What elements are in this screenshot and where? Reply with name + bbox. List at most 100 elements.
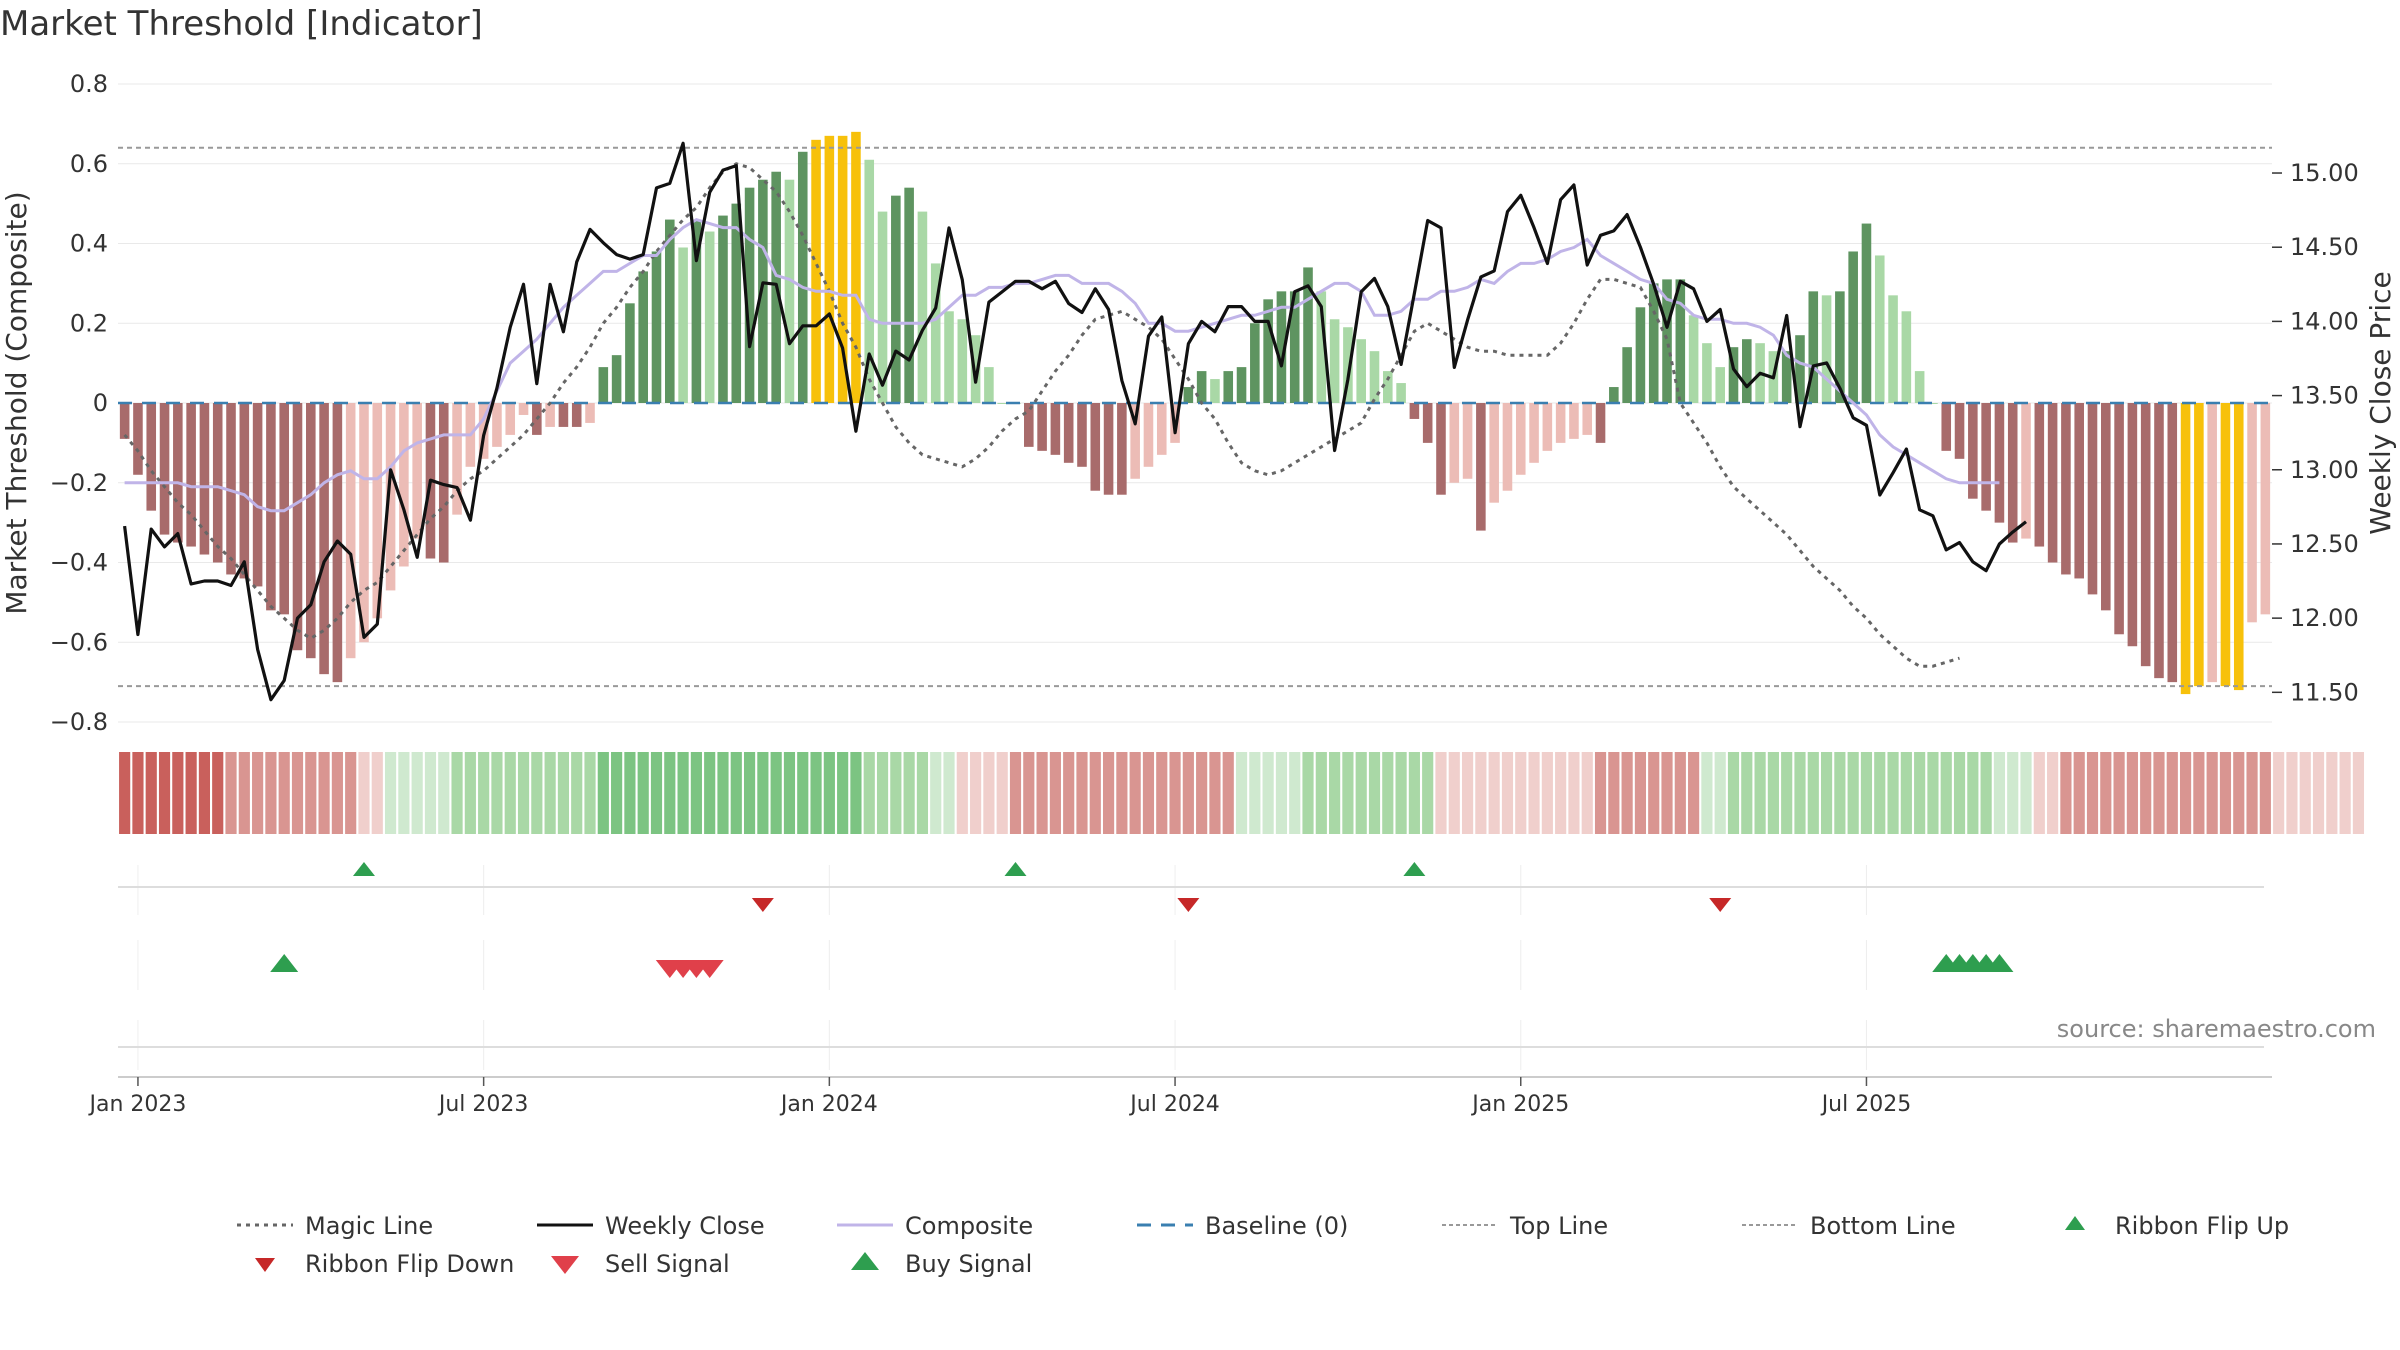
ribbon-cell xyxy=(1448,752,1460,834)
ribbon-cell xyxy=(1648,752,1660,834)
ribbon-cell xyxy=(1528,752,1540,834)
ribbon-cell xyxy=(837,752,849,834)
ribbon-cell xyxy=(1182,752,1194,834)
composite-bar xyxy=(1968,403,1978,499)
composite-bar xyxy=(638,271,648,403)
composite-bars xyxy=(119,131,2271,695)
ribbon-cell xyxy=(1661,752,1673,834)
composite-bar xyxy=(133,403,143,475)
composite-bar xyxy=(851,131,861,403)
y-left-tick-label: −0.8 xyxy=(50,708,108,736)
composite-bar xyxy=(119,403,130,439)
composite-bar xyxy=(1024,403,1034,447)
composite-bar xyxy=(1675,279,1686,403)
x-tick-label: Jul 2024 xyxy=(1128,1092,1220,1117)
ribbon-cell xyxy=(624,752,636,834)
composite-bar xyxy=(1928,403,1938,404)
composite-bar xyxy=(1196,371,1207,403)
ribbon-cell xyxy=(1515,752,1527,834)
ribbon-cell xyxy=(1262,752,1274,834)
y-right-tick-label: 14.50 xyxy=(2290,233,2359,261)
composite-bar xyxy=(2087,403,2098,595)
composite-bar xyxy=(1582,403,1593,435)
ribbon-cell xyxy=(478,752,490,834)
y-left-tick-label: 0.6 xyxy=(70,150,108,178)
ribbon-cell xyxy=(1408,752,1420,834)
ribbon-cell xyxy=(1395,752,1407,834)
y-right-tick-label: 11.50 xyxy=(2290,678,2359,706)
ribbon-cell xyxy=(1940,752,1952,834)
x-tick-label: Jan 2024 xyxy=(779,1092,878,1117)
ribbon-cell xyxy=(198,752,211,834)
composite-bar xyxy=(784,179,795,403)
sell-signal-marker xyxy=(695,960,724,978)
ribbon-cell xyxy=(1714,752,1726,834)
y-right-tick-label: 15.00 xyxy=(2290,159,2359,187)
ribbon-cell xyxy=(1023,752,1035,834)
composite-bar xyxy=(797,151,808,403)
ribbon-cell xyxy=(1594,752,1607,834)
ribbon-cell xyxy=(1568,752,1580,834)
ribbon-cell xyxy=(1209,752,1221,834)
axes-layer: 0.8 0.6 0.4 0.2 0 −0.2 −0.4 −0.6 −0.8 15.00 14.50 1… xyxy=(0,70,2397,736)
composite-bar xyxy=(159,403,170,535)
composite-bar xyxy=(2207,403,2217,683)
ribbon-cell xyxy=(371,752,383,834)
composite-bar xyxy=(837,135,848,403)
ribbon-cell xyxy=(1156,752,1168,834)
ribbon-cell xyxy=(132,752,144,834)
ribbon-cell xyxy=(1781,752,1793,834)
ribbon-cell xyxy=(1741,752,1753,834)
ribbon-cell xyxy=(1634,752,1647,834)
ribbon-cell xyxy=(491,752,503,834)
ribbon-cell xyxy=(1142,752,1155,834)
ribbon-cell xyxy=(145,752,157,834)
ribbon-cell xyxy=(1581,752,1593,834)
ribbon-cell xyxy=(172,752,184,834)
ribbon-cell xyxy=(664,752,676,834)
composite-bar xyxy=(997,403,1007,404)
ribbon-cell xyxy=(743,752,756,834)
composite-bar xyxy=(2074,403,2084,579)
ribbon-strip xyxy=(119,752,2365,834)
ribbon-cell xyxy=(1701,752,1713,834)
ribbon-cell xyxy=(2100,752,2112,834)
y-right-tick-label: 12.50 xyxy=(2290,530,2359,558)
ribbon-cell xyxy=(1249,752,1261,834)
ribbon-cell xyxy=(1355,752,1367,834)
ribbon-cell xyxy=(411,752,423,834)
ribbon-cell xyxy=(1860,752,1873,834)
composite-bar xyxy=(1396,383,1406,403)
composite-bar xyxy=(1143,403,1154,467)
composite-bar xyxy=(917,211,928,403)
ribbon-cell xyxy=(1820,752,1833,834)
ribbon-cell xyxy=(1102,752,1115,834)
composite-bar xyxy=(399,403,409,567)
composite-bar xyxy=(1848,251,1858,403)
ribbon-cell xyxy=(1501,752,1514,834)
composite-bar xyxy=(1742,339,1752,403)
composite-bar xyxy=(1941,403,1952,451)
x-axis: Jan 2023 Jul 2023 Jan 2024 Jul 2024 Jan 2025… xyxy=(87,1076,2272,1117)
composite-bar xyxy=(1595,403,1606,443)
ribbon-cell xyxy=(2339,752,2351,834)
composite-bar xyxy=(1821,295,1832,403)
buy-signal-marker xyxy=(1985,954,2014,972)
composite-bar xyxy=(930,263,941,403)
composite-bar xyxy=(146,403,157,511)
ribbon-cell xyxy=(677,752,689,834)
ribbon-cell xyxy=(1767,752,1779,834)
ribbon-cell xyxy=(770,752,782,834)
ribbon-cell xyxy=(983,752,995,834)
composite-bar xyxy=(678,247,688,403)
y-left-tick-label: −0.6 xyxy=(50,628,108,656)
composite-bar xyxy=(957,319,968,403)
composite-bar xyxy=(226,403,236,575)
y-left-tick-label: −0.2 xyxy=(50,469,108,497)
ribbon-cell xyxy=(1807,752,1819,834)
weekly-close-line xyxy=(123,141,2027,702)
ribbon-cell xyxy=(970,752,982,834)
ribbon-cell xyxy=(185,752,197,834)
ribbon-cell xyxy=(291,752,304,834)
composite-bar xyxy=(1861,223,1872,403)
